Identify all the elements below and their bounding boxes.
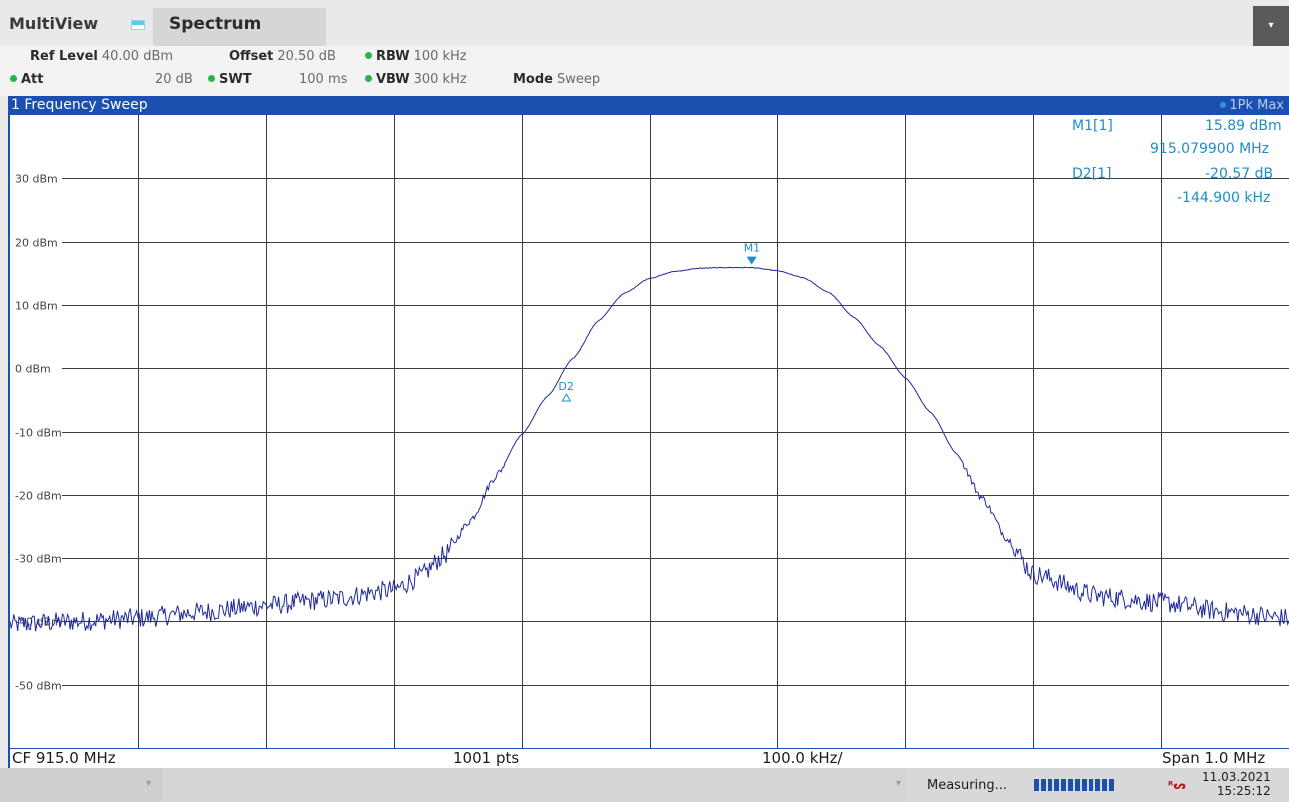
frequency-span[interactable]: Span 1.0 MHz [1162,749,1266,767]
spectrum-trace [10,266,1289,632]
progress-segment [1102,779,1108,791]
marker-m1-name: M1[1] [1072,118,1113,134]
spectrum-tab-icon [131,20,145,30]
offset-label: Offset [229,49,274,64]
y-tick-label: 20 dBm [15,237,58,250]
marker-d2-frequency: -144.900 kHz [1177,190,1271,206]
progress-segment [1095,779,1101,791]
time: 15:25:12 [1216,784,1271,798]
settings-row-2: Att 20 dB SWT 100 ms VBW 300 kHz Mode Swee… [0,72,1289,92]
center-frequency[interactable]: CF 915.0 MHz [12,749,116,767]
rbw-value: 100 kHz [413,49,467,64]
y-tick-label: -10 dBm [15,427,62,440]
progress-segment [1109,779,1114,791]
marker-m1-frequency: 915.079900 MHz [1150,141,1270,157]
measuring-status: Measuring... [927,778,1008,793]
marker-m1-level: 15.89 dBm [1205,118,1282,134]
y-tick-label: 30 dBm [15,173,58,186]
mode-setting[interactable]: Mode Sweep [513,72,600,87]
date-time: 11.03.2021 15:25:12 [1202,770,1271,798]
marker-d2-name: D2[1] [1072,166,1112,182]
swt-label: SWT [219,72,252,87]
progress-segment [1088,779,1094,791]
y-tick-label: -30 dBm [15,553,62,566]
status-dot-icon [365,52,372,59]
progress-segment [1040,779,1046,791]
ref-level-value: 40.00 dBm [101,49,174,64]
y-tick-label: 10 dBm [15,300,58,313]
marker-d2-label: D2 [558,380,573,393]
att-value: 20 dB [155,72,193,87]
tab-spectrum-label: Spectrum [169,14,262,34]
y-tick-label: -20 dBm [15,490,62,503]
spectrum-chart[interactable]: 30 dBm 20 dBm 10 dBm 0 dBm -10 dBm -20 dBm -30… [10,115,1289,748]
rs-logo: ᴿᔕ [1168,779,1186,792]
status-dot-icon [365,75,372,82]
offset-value: 20.50 dB [277,49,336,64]
vbw-value: 300 kHz [413,72,467,87]
top-bar: MultiView Spectrum ▾ [0,0,1289,46]
status-dot-icon [10,75,17,82]
spectrum-plot[interactable]: 30 dBm 20 dBm 10 dBm 0 dBm -10 dBm -20 dBm -30… [8,115,1289,748]
trace-label: 1Pk Max [1220,98,1284,113]
status-segment[interactable] [165,768,905,802]
progress-segment [1047,779,1053,791]
vbw-setting[interactable]: VBW 300 kHz [365,72,467,87]
sweep-info-bar: CF 915.0 MHz 1001 pts 100.0 kHz/ Span 1.… [8,748,1289,768]
swt-setting[interactable]: SWT [208,72,252,87]
progress-segment [1054,779,1060,791]
progress-segment [1034,779,1039,791]
progress-segment [1081,779,1087,791]
att-value-setting: 20 dB [155,72,193,87]
date: 11.03.2021 [1202,770,1271,784]
tab-spectrum[interactable]: Spectrum [131,8,326,46]
offset-setting[interactable]: Offset 20.50 dB [229,49,336,64]
y-tick-label: -50 dBm [15,680,62,693]
trace-label-text: 1Pk Max [1229,98,1284,113]
y-tick-label: 0 dBm [15,363,51,376]
mode-value: Sweep [557,72,601,87]
measurement-progress-bar [1034,779,1114,791]
status-segment[interactable] [0,768,163,802]
chevron-down-icon[interactable]: ▾ [896,778,902,789]
status-dot-icon [208,75,215,82]
marker-d2-triangle [561,392,572,402]
caret-down-icon[interactable]: ▾ [1253,6,1289,46]
mode-label: Mode [513,72,553,87]
chevron-down-icon[interactable]: ▾ [146,778,152,789]
marker-m1-triangle [746,256,757,265]
swt-value: 100 ms [299,72,348,87]
swt-value-setting: 100 ms [299,72,347,87]
ref-level-setting[interactable]: Ref Level 40.00 dBm [30,49,173,64]
att-setting[interactable]: Att [10,72,44,87]
rbw-label: RBW [376,49,410,64]
vbw-label: VBW [376,72,410,87]
marker-m1-label: M1 [744,242,761,255]
marker-d2-level: -20.57 dB [1205,166,1274,182]
att-label: Att [21,72,44,87]
app-title: MultiView [9,14,99,33]
progress-segment [1068,779,1073,791]
progress-segment [1074,779,1080,791]
window-titlebar: 1 Frequency Sweep 1Pk Max [8,96,1289,115]
rbw-setting[interactable]: RBW 100 kHz [365,49,467,64]
trace-dot-icon [1220,102,1227,108]
progress-segment [1061,779,1067,791]
status-bar: ▾ ▾ Measuring... ᴿᔕ 11.03.2021 15:25:12 [0,768,1289,802]
ref-level-label: Ref Level [30,49,98,64]
frequency-per-division: 100.0 kHz/ [762,749,843,767]
settings-panel: Ref Level 40.00 dBm Offset 20.50 dB RBW 100… [0,46,1289,96]
window-title: 1 Frequency Sweep [11,97,148,113]
settings-row-1: Ref Level 40.00 dBm Offset 20.50 dB RBW 100… [0,49,1289,69]
sweep-points: 1001 pts [453,749,520,767]
